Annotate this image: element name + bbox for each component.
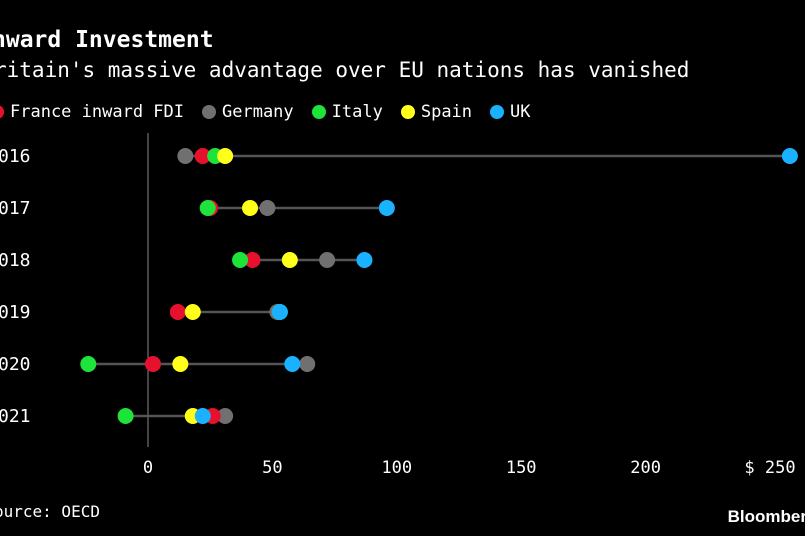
y-category-label: 020	[0, 354, 31, 375]
data-point-uk	[284, 356, 301, 372]
data-point-spain	[242, 200, 259, 216]
data-point-italy	[199, 200, 216, 216]
x-tick-label: 100	[381, 458, 412, 478]
source-note: ource: OECD	[0, 502, 100, 521]
legend-swatch-france	[0, 105, 4, 119]
legend-swatch-italy	[311, 105, 326, 119]
data-point-germany	[177, 148, 194, 164]
data-point-germany	[217, 408, 234, 424]
y-category-label: 017	[0, 198, 31, 219]
data-point-spain	[281, 252, 298, 268]
data-point-uk	[356, 252, 373, 268]
chart-title: nward Investment	[0, 27, 214, 53]
data-point-spain	[217, 148, 234, 164]
legend-item-uk: UK	[490, 102, 531, 122]
y-category-label: 016	[0, 146, 31, 167]
x-tick-label: $ 250	[744, 458, 795, 478]
legend-label-italy: Italy	[331, 102, 383, 122]
legend-item-spain: Spain	[400, 102, 473, 122]
y-category-label: 019	[0, 302, 31, 323]
data-point-italy	[80, 356, 97, 372]
chart-legend: France inward FDI Germany Italy Spain UK	[0, 102, 531, 122]
x-tick-label: 150	[506, 458, 537, 478]
legend-swatch-spain	[400, 105, 415, 119]
chart-subtitle: ritain's massive advantage over EU natio…	[0, 58, 690, 82]
y-category-label: 018	[0, 250, 31, 271]
data-point-uk	[271, 304, 288, 320]
data-point-germany	[259, 200, 276, 216]
data-point-uk	[378, 200, 395, 216]
data-point-france	[144, 356, 161, 372]
legend-label-france: France inward FDI	[10, 102, 184, 122]
legend-label-spain: Spain	[420, 102, 473, 122]
legend-label-uk: UK	[510, 102, 531, 122]
data-point-italy	[232, 252, 249, 268]
data-point-italy	[117, 408, 134, 424]
legend-item-france: France inward FDI	[0, 102, 184, 122]
brand-logo: Bloomber	[727, 507, 805, 526]
y-category-label: 021	[0, 406, 31, 427]
data-point-uk	[194, 408, 211, 424]
legend-swatch-uk	[490, 105, 505, 119]
data-point-spain	[184, 304, 201, 320]
data-point-france	[244, 252, 261, 268]
data-point-uk	[781, 148, 798, 164]
data-point-spain	[172, 356, 189, 372]
legend-swatch-germany	[202, 105, 216, 119]
data-point-germany	[299, 356, 316, 372]
legend-label-germany: Germany	[222, 102, 294, 122]
legend-item-italy: Italy	[311, 102, 383, 122]
x-tick-label: 200	[630, 458, 661, 478]
data-point-germany	[319, 252, 336, 268]
x-tick-label: 50	[262, 458, 282, 478]
data-point-france	[194, 148, 211, 164]
data-point-france	[169, 304, 186, 320]
legend-item-germany: Germany	[202, 102, 294, 122]
x-tick-label: 0	[143, 458, 153, 478]
